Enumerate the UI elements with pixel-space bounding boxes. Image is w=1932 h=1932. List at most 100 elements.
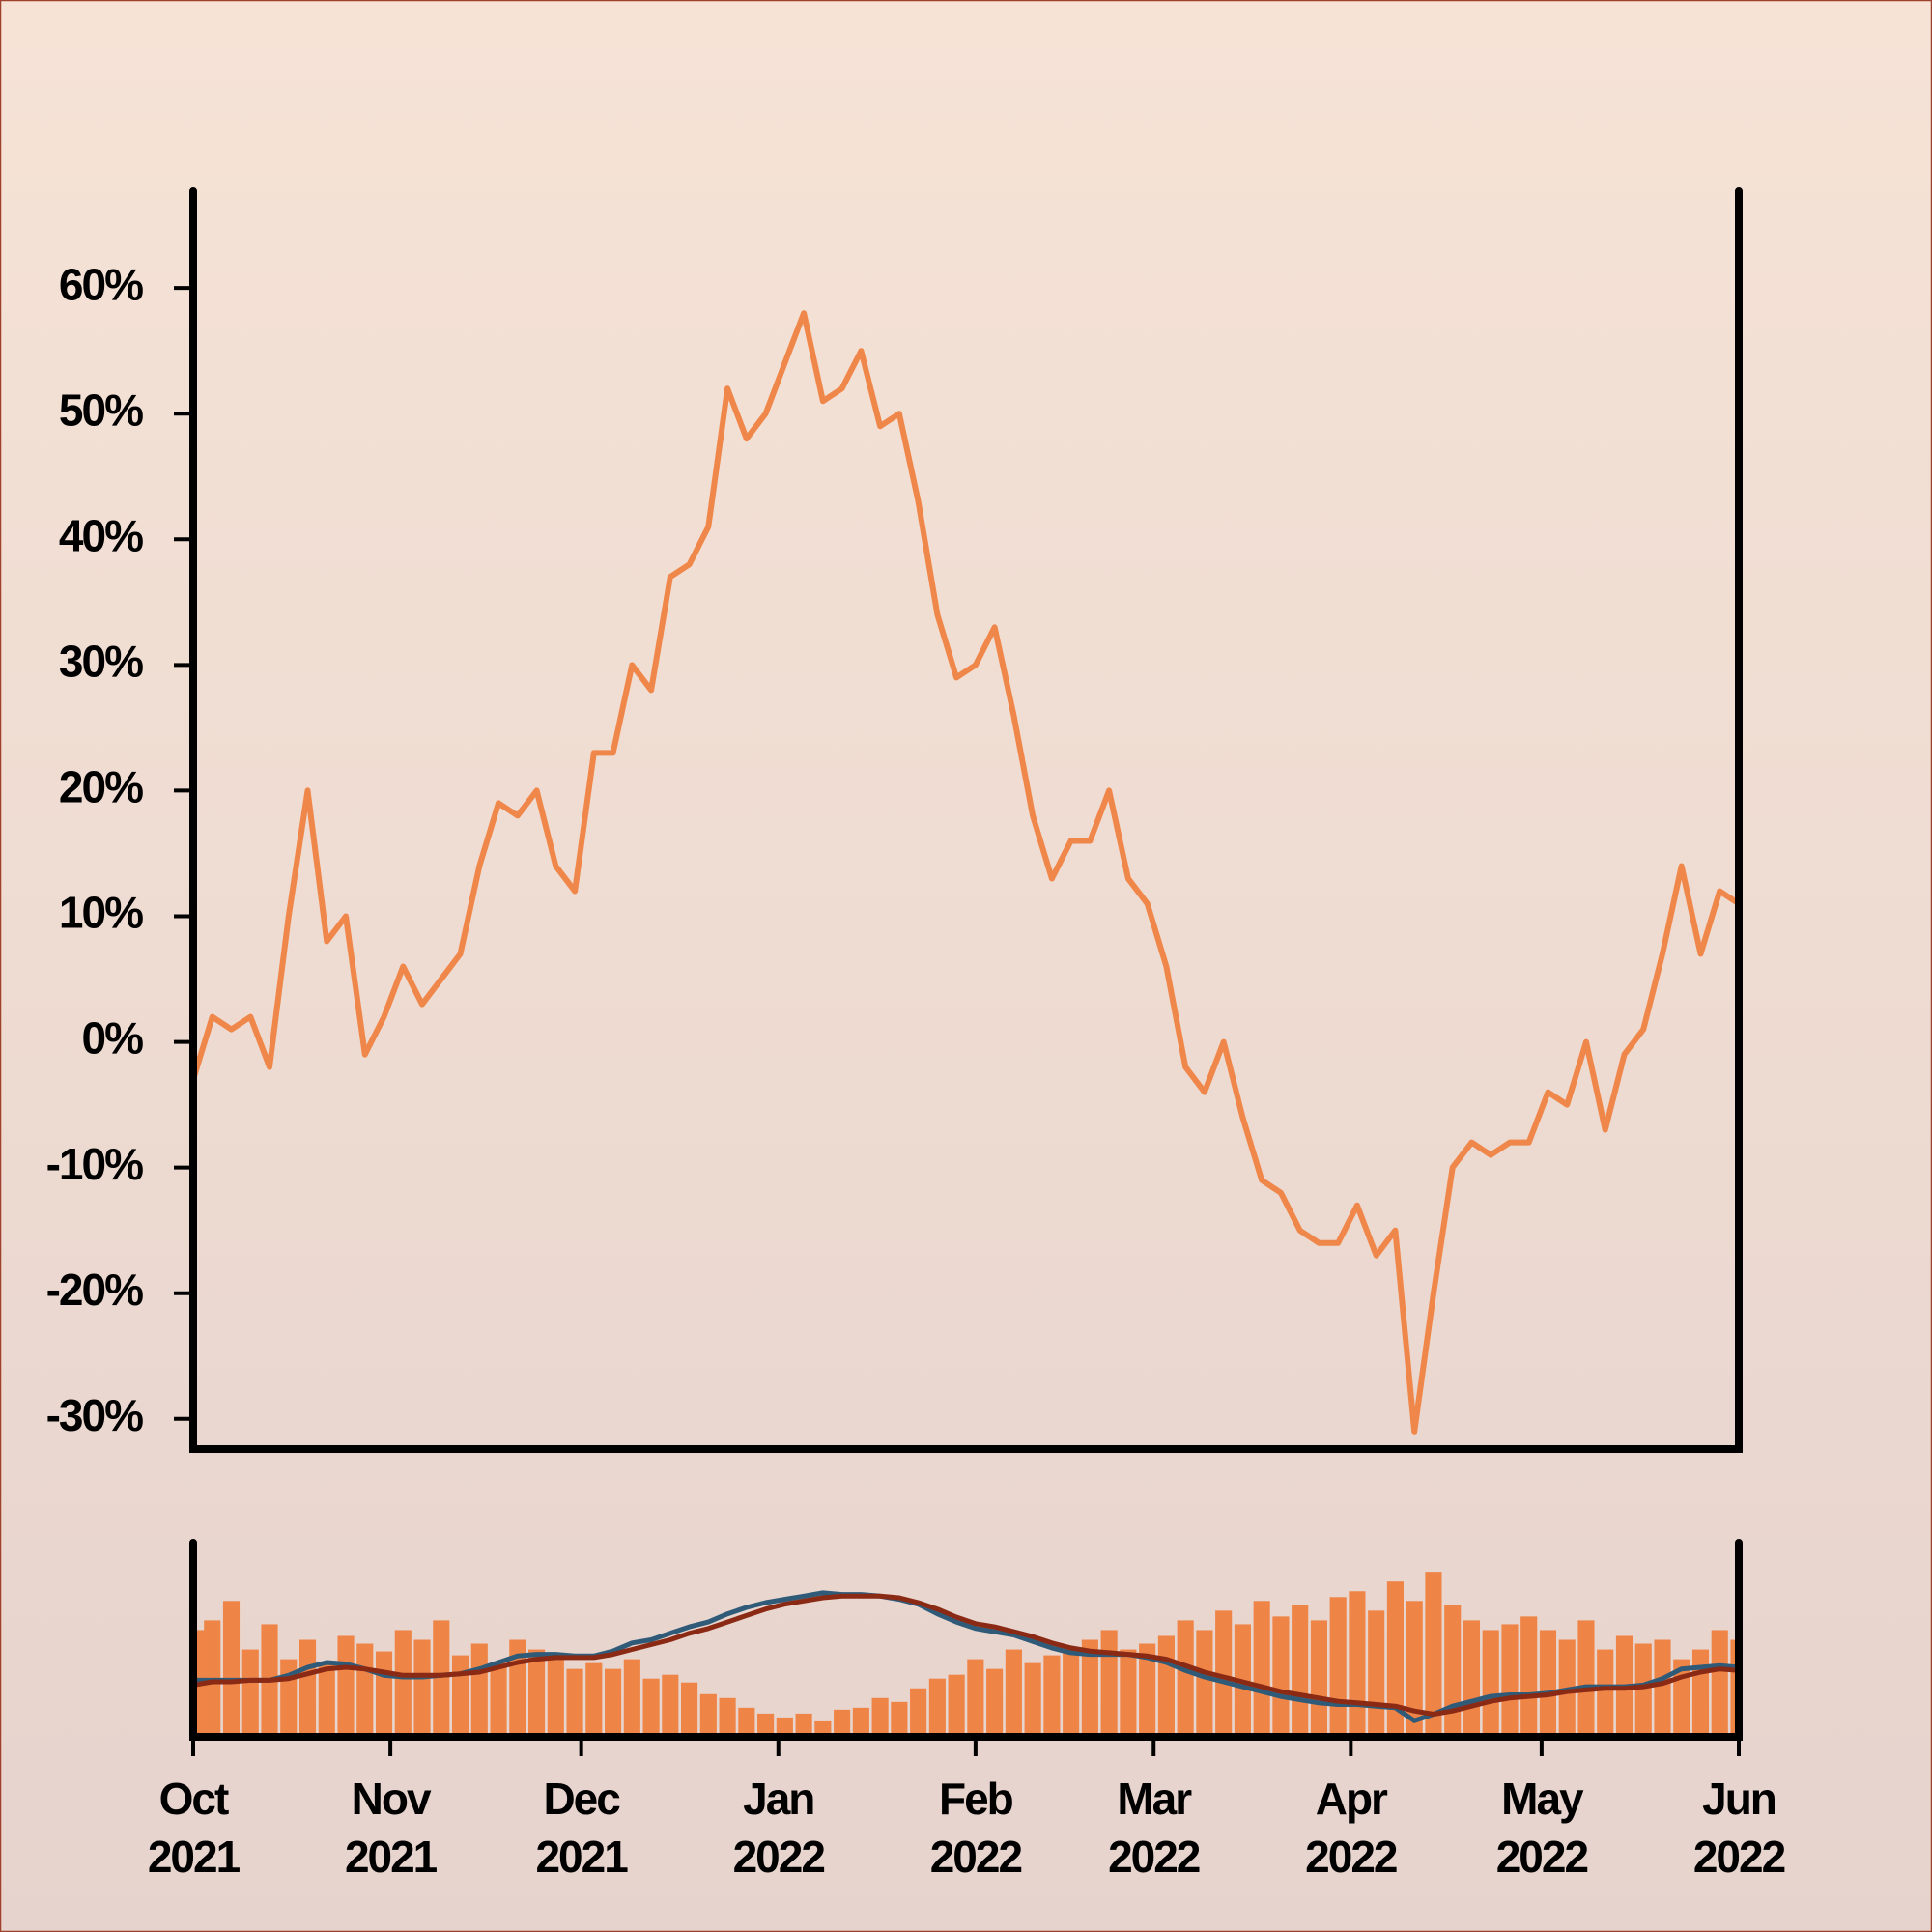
volume-bar [814,1720,832,1737]
volume-bar [1100,1630,1118,1737]
volume-bar [1444,1605,1462,1737]
x-tick-label: Feb [939,1774,1013,1824]
volume-bar [394,1630,412,1737]
axis-frame [189,187,1743,1453]
volume-bar [1081,1639,1098,1737]
volume-bar [1005,1649,1022,1737]
volume-bar [490,1662,507,1737]
y-tick-label: -10% [46,1139,143,1189]
volume-bar [433,1620,450,1737]
volume-bar [1177,1620,1194,1737]
x-tick-label: 2022 [1305,1832,1397,1882]
volume-bar [1196,1630,1213,1737]
volume-bar [1043,1655,1061,1737]
volume-bar [413,1639,431,1737]
y-tick-label: -20% [46,1264,143,1315]
volume-bar [1139,1643,1156,1737]
x-tick-label: Jun [1702,1774,1776,1824]
volume-bar [1157,1635,1175,1737]
volume-bar [1310,1620,1327,1737]
volume-bar [1406,1601,1423,1737]
volume-bar [1024,1662,1041,1737]
volume-bar [1711,1630,1728,1737]
volume-bar [566,1668,583,1737]
x-tick-label: 2022 [1693,1832,1785,1882]
volume-bar [986,1668,1004,1737]
volume-bar [585,1662,603,1737]
volume-bar [298,1639,317,1737]
volume-bar [699,1693,717,1737]
volume-bar [1368,1610,1385,1737]
volume-bar [834,1709,851,1737]
volume-bar [967,1659,984,1737]
volume-bar [1349,1591,1366,1737]
volume-bar [1063,1649,1080,1737]
y-tick-label: 60% [59,259,143,309]
volume-bar [1120,1649,1137,1737]
volume-bar [1292,1605,1309,1737]
volume-bar [1272,1616,1290,1737]
volume-bar [1253,1601,1270,1737]
x-tick-label: Jan [743,1774,813,1824]
x-tick-label: 2022 [1108,1832,1200,1882]
volume-bar [337,1635,355,1737]
volume-bar [776,1717,793,1737]
volume-bar [222,1601,241,1737]
volume-bar [928,1678,946,1737]
volume-bar [1329,1597,1347,1737]
volume-bar [1463,1620,1481,1737]
volume-bar [470,1643,488,1737]
volume-bar [242,1649,259,1737]
volume-bar [1691,1649,1710,1737]
volume-bar [356,1643,374,1737]
x-tick-label: 2022 [1496,1832,1588,1882]
price-line [190,310,1741,1435]
volume-bar [375,1651,393,1737]
volume-bar [1539,1630,1557,1737]
x-tick-label: 2022 [930,1832,1022,1882]
volume-bar [1386,1581,1405,1737]
volume-bar [623,1659,640,1737]
x-tick-label: Mar [1117,1774,1192,1824]
x-tick-label: Apr [1316,1774,1388,1824]
x-tick-label: 2021 [148,1832,241,1882]
axis-frame [189,1539,1743,1741]
moving-average-line [192,1593,1740,1717]
volume-bar [1482,1630,1499,1737]
x-tick-label: Nov [352,1774,432,1824]
y-tick-label: 20% [59,762,143,812]
volume-bar [1597,1649,1614,1737]
volume-bar [681,1682,698,1737]
volume-bar [1634,1643,1652,1737]
volume-bar [1730,1639,1739,1737]
volume-bar [1425,1572,1442,1737]
volume-bar [547,1659,564,1737]
volume-bar [642,1678,660,1737]
volume-bar [527,1649,546,1737]
volume-bar [1215,1610,1233,1737]
volume-bar [891,1701,908,1737]
volume-bar [1501,1624,1519,1737]
volume-bar [948,1674,965,1737]
y-tick-label: 40% [59,510,143,560]
y-tick-label: 0% [82,1013,144,1064]
volume-bar [757,1713,775,1737]
volume-bar [719,1697,736,1737]
volume-bar [1577,1620,1595,1737]
y-tick-label: 10% [59,888,143,938]
x-tick-label: Oct [159,1774,229,1824]
volume-bar [1654,1639,1671,1737]
volume-bar [662,1674,679,1737]
x-tick-label: 2022 [733,1832,825,1882]
volume-bar [871,1697,889,1737]
x-tick-label: May [1501,1774,1584,1824]
volume-bar [795,1713,812,1737]
volume-bar [451,1655,469,1737]
y-tick-label: 30% [59,637,143,687]
x-tick-label: 2021 [535,1832,628,1882]
y-tick-label: -30% [46,1390,143,1440]
volume-bar [910,1688,927,1737]
volume-bar [1520,1616,1538,1737]
